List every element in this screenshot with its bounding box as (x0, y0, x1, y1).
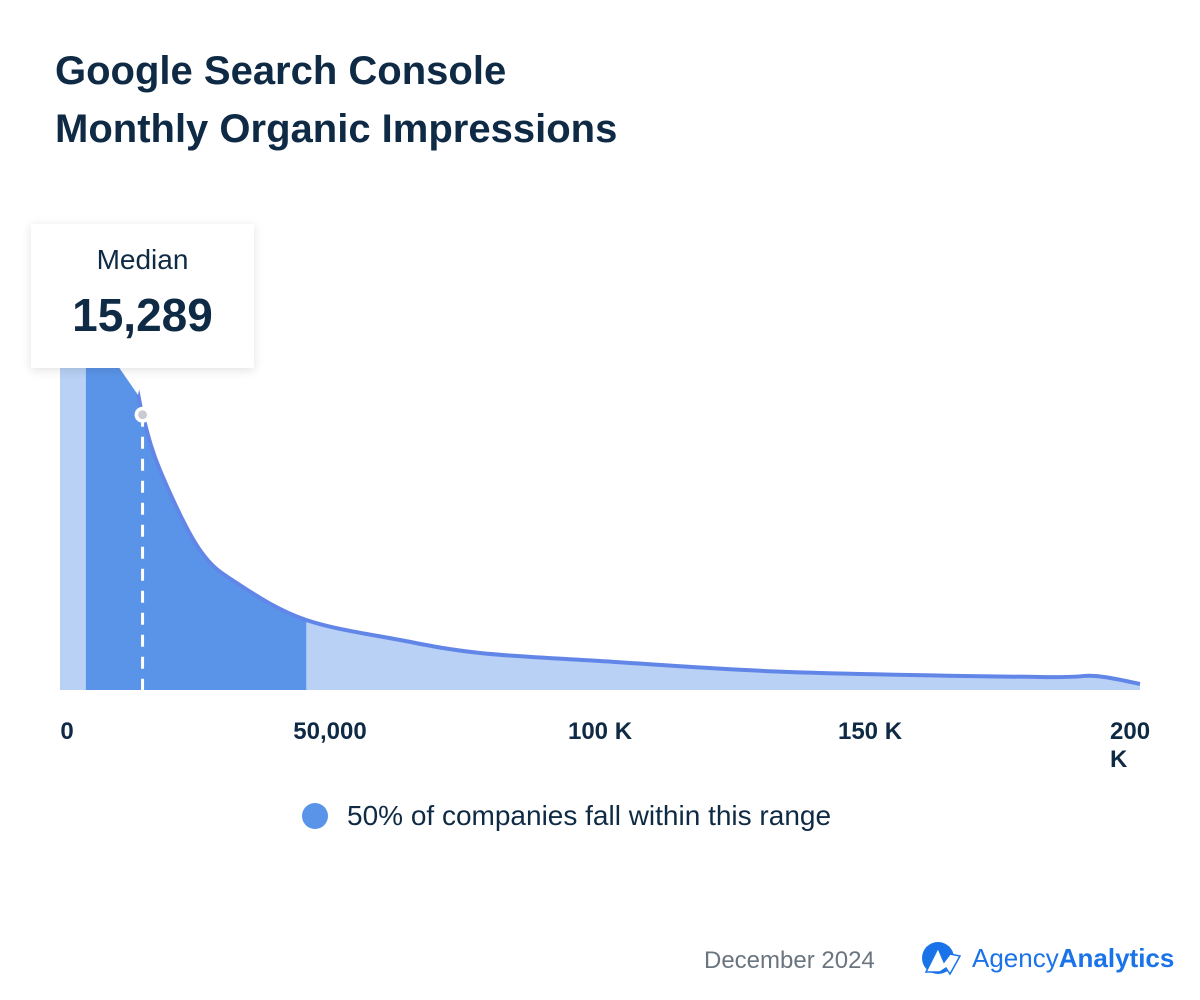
median-value: 15,289 (72, 289, 213, 341)
title-line-2: Monthly Organic Impressions (55, 107, 618, 151)
title-line-1: Google Search Console (55, 49, 507, 93)
legend-label: 50% of companies fall within this range (347, 800, 832, 831)
brand-name-analytics: Analytics (1058, 942, 1175, 973)
agency-analytics-logo-icon (922, 942, 962, 976)
brand-name-agency: Agency (972, 942, 1059, 973)
x-tick-label: 150 K (837, 718, 903, 745)
median-label: Median (96, 244, 189, 275)
brand-logo: Agency Analytics (920, 940, 1174, 976)
x-tick-label: 200 K (1110, 718, 1151, 773)
x-tick-label: 50,000 (293, 718, 367, 745)
chart-title: Google Search Console Monthly Organic Im… (55, 42, 617, 158)
legend-dot (302, 803, 328, 829)
x-tick-label: 0 (60, 718, 74, 745)
x-tick-label: 100 K (567, 718, 633, 745)
median-marker-center (138, 410, 148, 420)
tooltip-pointer (118, 366, 144, 395)
median-tooltip: Median 15,289 (31, 224, 254, 368)
report-date: December 2024 (704, 947, 875, 974)
legend: 50% of companies fall within this range (302, 800, 831, 832)
